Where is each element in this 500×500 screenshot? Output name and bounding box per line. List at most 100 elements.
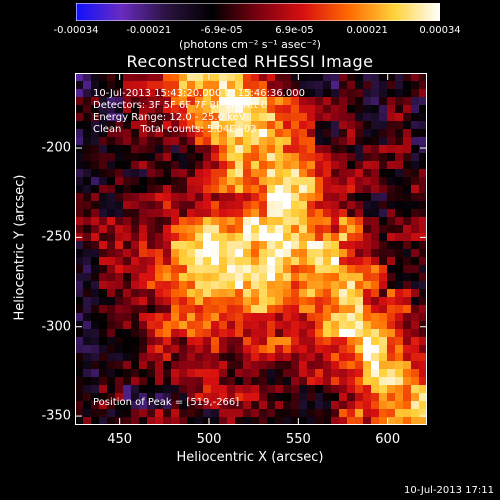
heatmap-cell: [283, 81, 292, 90]
heatmap-cell: [371, 233, 380, 242]
heatmap-cell: [315, 169, 324, 178]
heatmap-cell: [419, 257, 427, 266]
chart-title: Reconstructed RHESSI Image: [126, 52, 374, 71]
heatmap-cell: [91, 393, 100, 402]
heatmap-cell: [251, 73, 260, 82]
heatmap-cell: [211, 169, 220, 178]
heatmap-cell: [275, 145, 284, 154]
heatmap-cell: [99, 377, 108, 386]
heatmap-cell: [147, 273, 156, 282]
heatmap-cell: [411, 97, 420, 106]
heatmap-cell: [235, 137, 244, 146]
heatmap-cell: [363, 153, 372, 162]
heatmap-cell: [123, 353, 132, 362]
heatmap-cell: [243, 113, 252, 122]
heatmap-cell: [355, 393, 364, 402]
heatmap-cell: [91, 185, 100, 194]
heatmap-cell: [251, 145, 260, 154]
heatmap-cell: [347, 345, 356, 354]
heatmap-cell: [83, 249, 92, 258]
heatmap-cell: [403, 345, 412, 354]
heatmap-cell: [243, 201, 252, 210]
heatmap-cell: [171, 329, 180, 338]
heatmap-cell: [163, 353, 172, 362]
heatmap-cell: [331, 393, 340, 402]
heatmap-cell: [259, 193, 268, 202]
heatmap-cell: [283, 121, 292, 130]
heatmap-cell: [331, 233, 340, 242]
heatmap-cell: [291, 321, 300, 330]
heatmap-cell: [419, 321, 427, 330]
heatmap-cell: [115, 241, 124, 250]
heatmap-cell: [355, 305, 364, 314]
heatmap-cell: [99, 369, 108, 378]
heatmap-cell: [339, 185, 348, 194]
heatmap-cell: [187, 121, 196, 130]
heatmap-cell: [275, 361, 284, 370]
heatmap-cell: [123, 129, 132, 138]
heatmap-cell: [115, 209, 124, 218]
heatmap-cell: [203, 273, 212, 282]
heatmap-cell: [291, 145, 300, 154]
heatmap-cell: [147, 177, 156, 186]
heatmap-cell: [259, 137, 268, 146]
heatmap-cell: [235, 409, 244, 418]
heatmap-cell: [371, 353, 380, 362]
heatmap-cell: [227, 209, 236, 218]
heatmap-cell: [347, 313, 356, 322]
heatmap-cell: [163, 409, 172, 418]
heatmap-cell: [379, 401, 388, 410]
heatmap-cell: [339, 105, 348, 114]
heatmap-cell: [395, 89, 404, 98]
heatmap-cell: [403, 97, 412, 106]
heatmap-cell: [339, 81, 348, 90]
heatmap-cell: [419, 297, 427, 306]
heatmap-cell: [355, 129, 364, 138]
heatmap-cell: [387, 153, 396, 162]
heatmap-cell: [307, 313, 316, 322]
heatmap-cell: [371, 409, 380, 418]
heatmap-cell: [267, 113, 276, 122]
heatmap-cell: [235, 273, 244, 282]
heatmap-cell: [147, 153, 156, 162]
heatmap-cell: [307, 105, 316, 114]
heatmap-cell: [291, 385, 300, 394]
heatmap-cell: [219, 105, 228, 114]
heatmap-cell: [379, 249, 388, 258]
heatmap-cell: [123, 417, 132, 425]
heatmap-cell: [195, 97, 204, 106]
heatmap-cell: [403, 209, 412, 218]
heatmap-cell: [155, 169, 164, 178]
heatmap-cell: [107, 249, 116, 258]
heatmap-cell: [235, 393, 244, 402]
heatmap-cell: [91, 337, 100, 346]
heatmap-cell: [123, 169, 132, 178]
heatmap-cell: [419, 145, 427, 154]
heatmap-cell: [195, 313, 204, 322]
heatmap-cell: [91, 377, 100, 386]
heatmap-cell: [99, 209, 108, 218]
heatmap-cell: [203, 169, 212, 178]
heatmap-cell: [99, 321, 108, 330]
heatmap-cell: [75, 201, 84, 210]
heatmap-cell: [235, 249, 244, 258]
heatmap-cell: [363, 265, 372, 274]
heatmap-cell: [211, 113, 220, 122]
heatmap-cell: [331, 113, 340, 122]
heatmap-cell: [187, 289, 196, 298]
heatmap-cell: [211, 289, 220, 298]
heatmap-cell: [99, 345, 108, 354]
heatmap-cell: [155, 161, 164, 170]
heatmap-cell: [195, 345, 204, 354]
heatmap-cell: [411, 297, 420, 306]
heatmap-cell: [139, 313, 148, 322]
heatmap-cell: [171, 209, 180, 218]
heatmap-cell: [195, 121, 204, 130]
heatmap-cell: [155, 249, 164, 258]
heatmap-cell: [315, 73, 324, 82]
heatmap-cell: [339, 241, 348, 250]
x-axis-label: Heliocentric X (arcsec): [176, 450, 324, 465]
heatmap-cell: [219, 241, 228, 250]
heatmap-cell: [211, 145, 220, 154]
heatmap-cell: [195, 241, 204, 250]
